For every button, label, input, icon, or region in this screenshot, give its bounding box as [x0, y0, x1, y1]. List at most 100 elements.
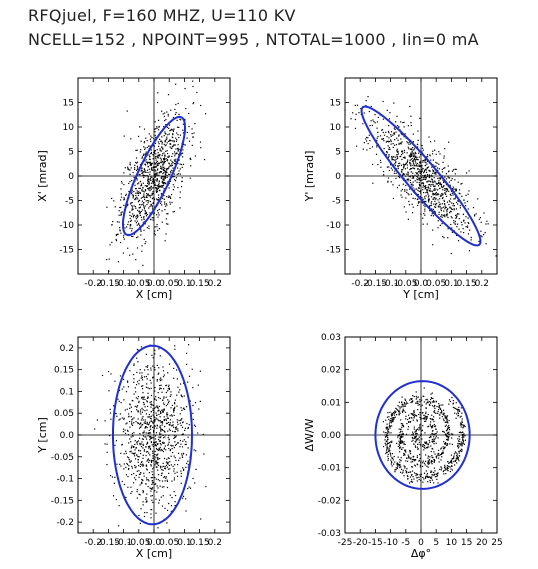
- particle-point: [411, 151, 413, 153]
- particle-point: [440, 466, 442, 468]
- particle-point: [429, 441, 431, 443]
- particle-point: [166, 150, 168, 152]
- particle-point: [443, 431, 446, 433]
- particle-point: [120, 465, 122, 467]
- particle-point: [433, 203, 435, 205]
- particle-point: [365, 105, 367, 107]
- particle-point: [143, 142, 145, 144]
- particle-point: [426, 156, 429, 158]
- particle-point: [177, 386, 179, 388]
- particle-point: [128, 458, 130, 461]
- particle-point: [195, 450, 197, 452]
- particle-point: [149, 454, 151, 456]
- particle-point: [115, 240, 118, 242]
- particle-point: [177, 102, 179, 105]
- particle-point: [158, 348, 160, 350]
- particle-point: [415, 415, 417, 417]
- particle-point: [152, 182, 154, 184]
- particle-point: [173, 159, 176, 161]
- particle-point: [451, 192, 453, 194]
- particle-point: [435, 188, 437, 190]
- particle-point: [436, 182, 438, 184]
- particle-point: [404, 467, 406, 469]
- particle-point: [141, 379, 144, 381]
- particle-point: [396, 137, 398, 139]
- particle-point: [146, 443, 148, 445]
- particle-point: [387, 457, 389, 460]
- particle-point: [152, 414, 154, 416]
- particle-point: [419, 464, 421, 466]
- particle-point: [449, 211, 451, 214]
- particle-point: [416, 480, 418, 482]
- y-tick-label: 10: [330, 123, 342, 133]
- particle-point: [139, 126, 141, 128]
- particle-point: [446, 466, 448, 468]
- particle-point: [144, 511, 146, 514]
- particle-point: [177, 423, 179, 425]
- particle-point: [173, 163, 176, 165]
- particle-point: [413, 443, 415, 445]
- particle-point: [181, 421, 184, 424]
- particle-point: [405, 472, 407, 474]
- particle-point: [362, 148, 364, 150]
- particle-point: [162, 370, 165, 372]
- particle-point: [172, 129, 174, 131]
- particle-point: [141, 200, 143, 202]
- particle-point: [163, 388, 165, 390]
- particle-point: [428, 136, 430, 138]
- particle-point: [149, 161, 151, 164]
- particle-point: [448, 427, 450, 429]
- particle-point: [140, 443, 142, 445]
- particle-point: [422, 395, 424, 397]
- particle-point: [156, 223, 158, 226]
- particle-point: [404, 450, 406, 452]
- particle-point: [462, 439, 464, 441]
- x-axis-label: Y [cm]: [402, 288, 439, 301]
- x-tick-label: -0.1: [382, 279, 400, 289]
- particle-point: [437, 437, 439, 439]
- particle-point: [447, 426, 449, 428]
- particle-point: [446, 208, 448, 211]
- particle-point: [163, 476, 165, 479]
- particle-point: [159, 379, 162, 382]
- particle-point: [166, 486, 169, 489]
- particle-point: [163, 419, 165, 422]
- particle-point: [456, 457, 458, 459]
- particle-point: [173, 468, 175, 470]
- particle-point: [410, 122, 412, 124]
- particle-point: [393, 127, 395, 129]
- particle-point: [130, 450, 132, 452]
- particle-point: [418, 183, 421, 186]
- particle-point: [417, 443, 419, 445]
- particle-point: [408, 455, 410, 458]
- particle-point: [408, 457, 410, 459]
- particle-point: [428, 476, 430, 478]
- particle-point: [136, 381, 139, 383]
- particle-point: [431, 401, 434, 403]
- particle-point: [138, 400, 140, 402]
- particle-point: [156, 380, 158, 382]
- particle-point: [186, 462, 188, 464]
- particle-point: [433, 185, 436, 188]
- particle-point: [165, 170, 167, 172]
- particle-point: [96, 419, 99, 421]
- particle-point: [181, 166, 183, 169]
- particle-point: [157, 462, 159, 464]
- particle-point: [142, 463, 144, 465]
- particle-point: [127, 430, 129, 432]
- particle-point: [424, 164, 426, 167]
- particle-point: [169, 139, 171, 141]
- particle-point: [436, 167, 439, 169]
- particle-point: [456, 458, 458, 460]
- x-axis-label: Δφ°: [411, 547, 431, 560]
- particle-point: [432, 169, 434, 171]
- particle-point: [140, 419, 143, 421]
- y-tick-label: 0.03: [321, 333, 341, 343]
- particle-point: [136, 179, 138, 181]
- particle-point: [173, 479, 175, 481]
- particle-point: [394, 139, 396, 141]
- particle-point: [153, 128, 156, 130]
- particle-point: [382, 138, 385, 140]
- particle-point: [154, 169, 156, 171]
- particle-point: [387, 436, 389, 439]
